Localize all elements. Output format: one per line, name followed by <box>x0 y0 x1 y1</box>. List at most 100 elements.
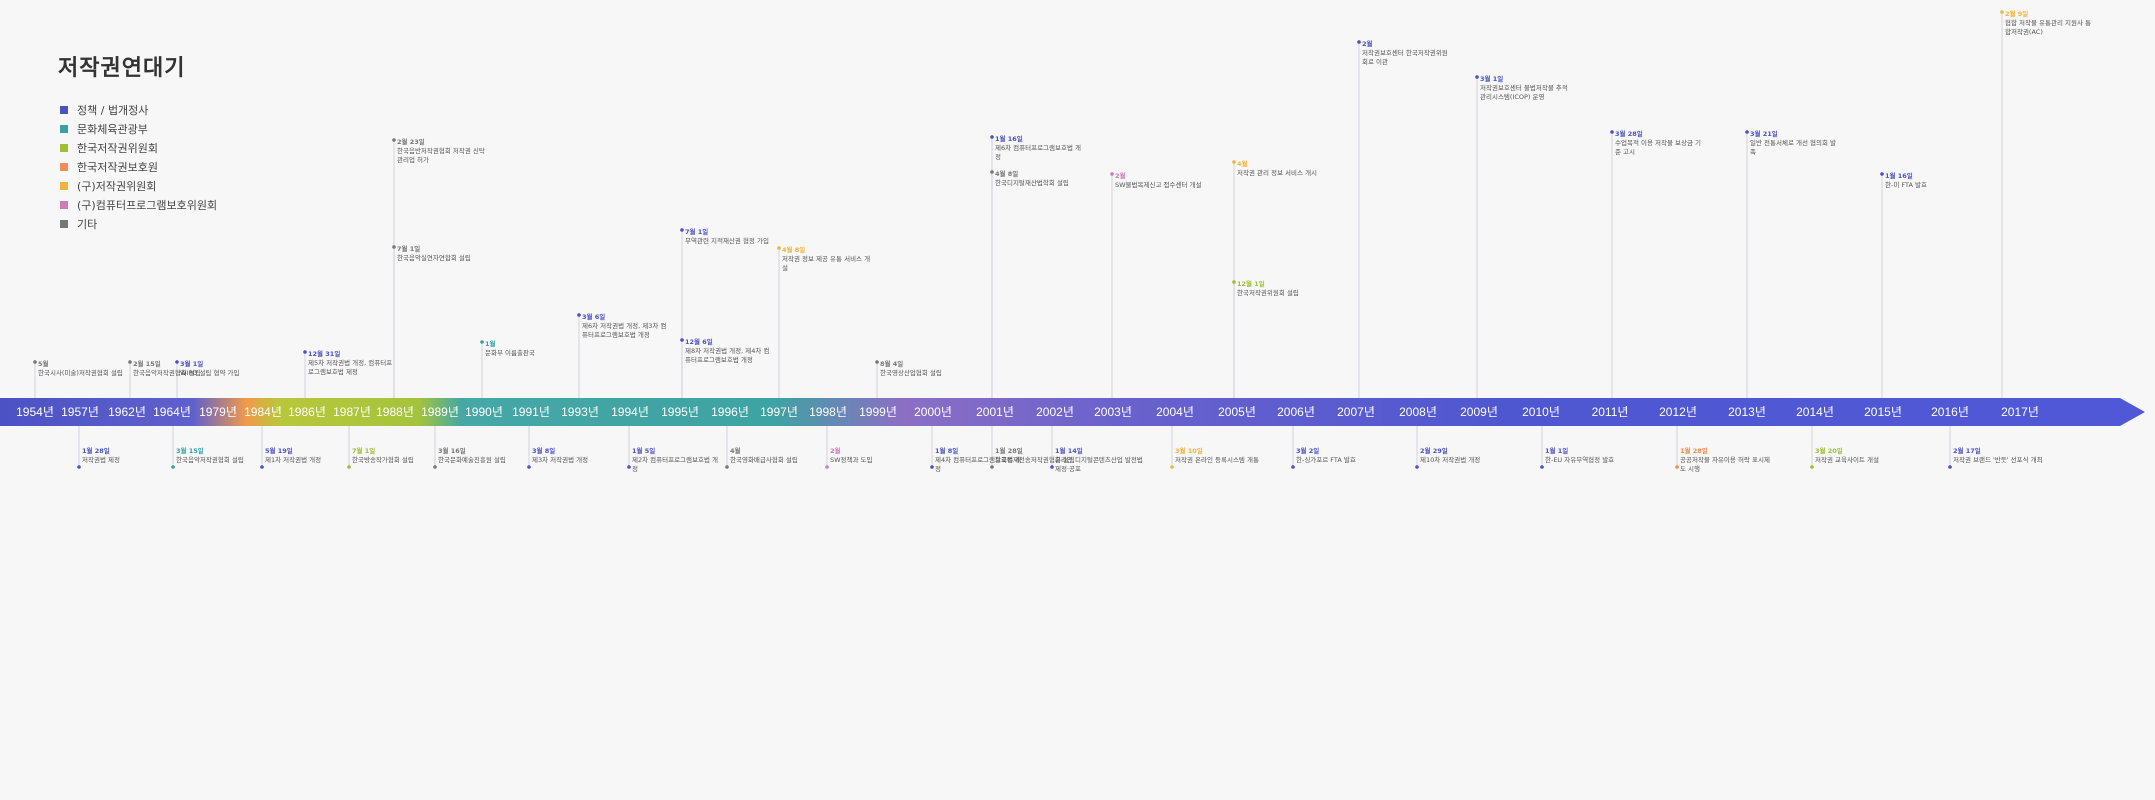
event-above: 2월 저작권보호센터 한국저작권위원회로 이관 <box>1362 40 1452 66</box>
event-text: WIPO 설립 협약 가입 <box>180 368 240 377</box>
event-text: 협합 저작물 유통관리 지원사 통합저작권(AC) <box>2005 18 2092 36</box>
year-labels: 1954년 1957년 1962년 1964년 1979년 1984년 1986년 1987년… <box>16 405 2039 419</box>
event-dot <box>725 465 729 469</box>
event-dot <box>1232 160 1236 164</box>
event-dot <box>347 465 351 469</box>
year-label: 2013년 <box>1728 405 1766 419</box>
event-text: 한국저작권위원회 설립 <box>1237 288 1299 297</box>
legend-item: 문화체육관광부 <box>60 119 217 138</box>
legend-label: 문화체육관광부 <box>77 122 148 136</box>
event-below: 1월 28일 저작권법 제정 <box>82 447 172 465</box>
year-label: 2004년 <box>1156 405 1194 419</box>
event-date: 12월 6일 <box>685 338 713 346</box>
event-text: 제3차 저작권법 개정 <box>532 455 589 464</box>
legend-item: (구)컴퓨터프로그램보호위원회 <box>60 195 217 214</box>
legend: 정책 / 법개정사 문화체육관광부 한국저작권위원회 한국저작권보호원 (구)저작권위원… <box>60 100 217 233</box>
year-label: 1994년 <box>611 405 649 419</box>
event-above: 7월 1일 무역관련 지적재산권 협정 가입 <box>685 228 775 246</box>
event-below: 3월 2일 한-싱가포르 FTA 발효 <box>1296 447 1386 465</box>
legend-swatch <box>60 219 68 228</box>
event-text: 저작권 교육사이트 개설 <box>1815 455 1879 464</box>
event-above: 3월 1일 WIPO 설립 협약 가입 <box>180 360 270 378</box>
event-below: 3월 15일 한국음악저작권협회 설립 <box>176 447 266 465</box>
event-dot <box>1475 75 1479 79</box>
event-date: 12월 31일 <box>308 350 341 358</box>
event-date: 2월 <box>1115 172 1126 180</box>
year-label: 2003년 <box>1094 405 1132 419</box>
event-dot <box>930 465 934 469</box>
event-below: 3월 8일 제3차 저작권법 개정 <box>532 447 622 465</box>
event-above: 2월 9일 협합 저작물 유통관리 지원사 통합저작권(AC) <box>2005 10 2095 36</box>
event-dot <box>2000 10 2004 14</box>
event-date: 2월 23일 <box>397 138 425 146</box>
event-dot <box>527 465 531 469</box>
event-text: 한국방송작가협회 설립 <box>352 455 414 464</box>
event-text: 한국음악저작권협회 설립 <box>133 368 201 377</box>
legend-item: 한국저작권위원회 <box>60 138 217 157</box>
event-above: 3월 1일 저작권보호센터 불법저작물 추적 관리시스템(ICOP) 운영 <box>1480 75 1570 101</box>
event-date: 2월 15일 <box>133 360 161 368</box>
year-label: 2000년 <box>914 405 952 419</box>
event-dot <box>171 465 175 469</box>
event-text: 저작권 브랜드 '반듯' 선포식 개최 <box>1953 455 2043 464</box>
event-text: 저작권보호센터 불법저작물 추적 관리시스템(ICOP) 운영 <box>1480 83 1568 101</box>
event-below: 2월 17일 저작권 브랜드 '반듯' 선포식 개최 <box>1953 447 2043 465</box>
event-date: 3월 20일 <box>1815 447 1843 455</box>
event-above: 2월 15일 한국음악저작권협회 설립 <box>133 360 223 378</box>
event-above: 3월 6일 제6차 저작권법 개정, 제3차 컴퓨터프로그램보호법 개정 <box>582 313 672 339</box>
year-label: 1957년 <box>61 405 99 419</box>
year-label: 2005년 <box>1218 405 1256 419</box>
event-text: 한국영상산업협회 설립 <box>880 368 942 377</box>
event-dot <box>1948 465 1952 469</box>
event-dot <box>1675 465 1679 469</box>
event-date: 4월 8일 <box>995 170 1019 178</box>
event-dot <box>1110 172 1114 176</box>
year-label: 2017년 <box>2001 405 2039 419</box>
event-above: 12월 31일 제5차 저작권법 개정, 컴퓨터프로그램보호법 제정 <box>308 350 398 376</box>
event-text: 공공저작물 자유이용 허락 표시제도 시행 <box>1680 455 1770 473</box>
legend-swatch <box>60 200 68 209</box>
event-dot <box>1232 280 1236 284</box>
legend-label: 한국저작권보호원 <box>77 160 158 174</box>
event-date: 12월 1일 <box>1237 280 1265 288</box>
year-label: 1995년 <box>661 405 699 419</box>
event-text: 한-미 FTA 발효 <box>1885 180 1927 189</box>
event-below: 4월 한국영화배급사협회 설립 <box>730 447 820 465</box>
event-above: 1월 16일 한-미 FTA 발효 <box>1885 172 1975 190</box>
legend-swatch <box>60 143 68 152</box>
year-label: 2011년 <box>1592 405 1629 419</box>
legend-swatch <box>60 181 68 190</box>
event-below: 5월 19일 제1차 저작권법 개정 <box>265 447 355 465</box>
event-text: 온라인 디지털콘텐츠산업 발전법 제정·공포 <box>1055 455 1143 473</box>
event-below: 3월 10일 저작권 온라인 등록시스템 개통 <box>1175 447 1265 465</box>
year-label: 1986년 <box>288 405 326 419</box>
event-date: 3월 10일 <box>1175 447 1203 455</box>
event-dot <box>627 465 631 469</box>
event-date: 3월 16일 <box>438 447 466 455</box>
event-text: 한-싱가포르 FTA 발효 <box>1296 455 1356 464</box>
event-text: SW불법복제신고 접수센터 개설 <box>1115 180 1202 189</box>
event-date: 1월 28일 <box>1680 447 1708 455</box>
event-above: 1월 16일 제6차 컴퓨터프로그램보호법 개정 <box>995 135 1085 161</box>
page-title: 저작권연대기 <box>58 56 186 81</box>
event-dot <box>680 338 684 342</box>
event-dot <box>1357 40 1361 44</box>
legend-swatch <box>60 162 68 171</box>
timeline-band <box>0 398 2145 426</box>
event-date: 2월 <box>1362 40 1373 48</box>
event-above: 3월 28일 수업목적 이용 저작물 보상금 기준 고시 <box>1615 130 1705 156</box>
event-above: 12월 6일 제8차 저작권법 개정, 제4차 컴퓨터프로그램보호법 개정 <box>685 338 775 364</box>
event-dot <box>1745 130 1749 134</box>
event-date: 1월 <box>485 340 496 348</box>
event-text: 일반 전통서체로 개선 협의회 발족 <box>1750 138 1837 156</box>
event-dot <box>392 245 396 249</box>
legend-swatch <box>60 105 68 114</box>
year-label: 1991년 <box>512 405 550 419</box>
event-text: 한국시사(미술)저작권협회 설립 <box>38 368 123 377</box>
year-label: 2006년 <box>1277 405 1315 419</box>
year-label: 1984년 <box>244 405 282 419</box>
event-dot <box>1170 465 1174 469</box>
event-text: 한국복제전송저작권협회 설립 <box>995 455 1075 464</box>
event-below: 3월 20일 저작권 교육사이트 개설 <box>1815 447 1905 465</box>
legend-label: (구)저작권위원회 <box>77 179 157 193</box>
